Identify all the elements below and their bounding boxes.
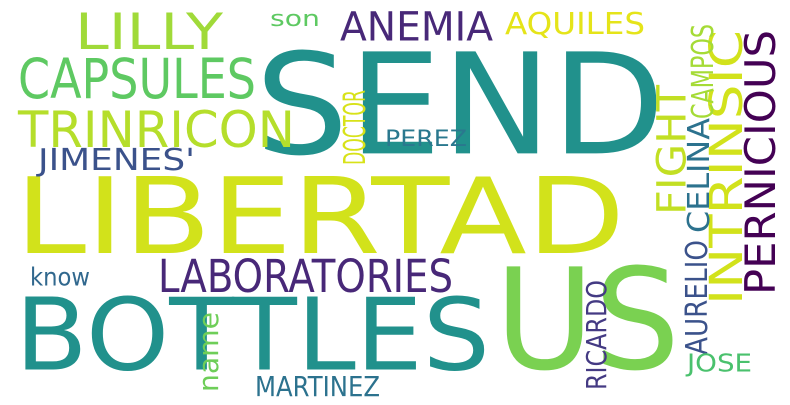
- word-bottles: BOTTLES: [15, 276, 490, 394]
- word-trinricon: TRINRICON: [18, 100, 295, 160]
- word-perez: PEREZ: [385, 125, 467, 152]
- word-martinez: MARTINEZ: [255, 370, 380, 403]
- word-jimenes: JIMENES': [38, 142, 195, 178]
- word-laboratories: LABORATORIES: [158, 251, 453, 304]
- word-ricardo: RICARDO: [580, 280, 613, 390]
- word-doctor: DOCTOR: [337, 90, 373, 165]
- word-capsules: CAPSULES: [18, 46, 256, 112]
- word-aurelio: AURELIO: [679, 240, 715, 355]
- word-lilly: LILLY: [75, 2, 223, 62]
- word-name: name: [192, 312, 225, 392]
- word-celina: CELINA: [681, 118, 717, 233]
- word-campos: CAMPOS: [685, 24, 721, 119]
- word-know: know: [30, 262, 90, 292]
- word-son: son: [270, 5, 320, 32]
- word-send: SEND: [255, 23, 665, 187]
- word-libertad: LIBERTAD: [15, 156, 625, 279]
- word-jose: JOSE: [687, 348, 752, 378]
- word-anemia: ANEMIA: [340, 3, 493, 50]
- word-us: US: [495, 238, 680, 402]
- word-aquiles: AQUILES: [505, 6, 645, 42]
